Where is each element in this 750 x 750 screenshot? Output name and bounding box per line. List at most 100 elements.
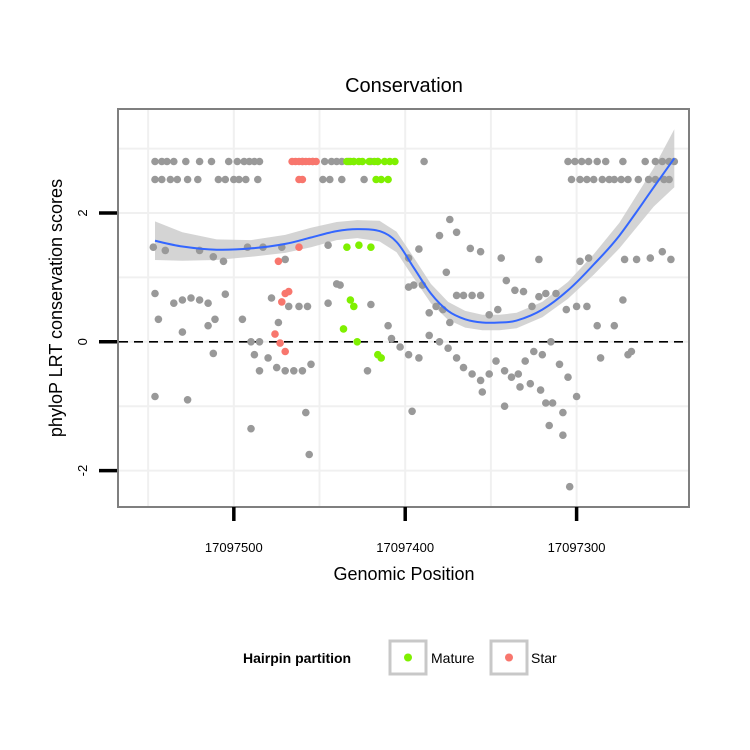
point-other [545, 421, 553, 430]
legend: Hairpin partition Mature Star [243, 639, 557, 676]
point-other [577, 157, 586, 166]
point-other [235, 175, 243, 184]
point-other [336, 281, 344, 289]
point-other [526, 379, 535, 388]
point-other [593, 157, 601, 166]
y-tick-label: -2 [75, 465, 90, 477]
point-other [290, 367, 298, 375]
grid-lines [119, 110, 688, 506]
point-other [632, 255, 641, 264]
point-other [542, 289, 550, 298]
point-other [564, 373, 572, 382]
x-axis: 17097500 17097400 17097300 [205, 507, 606, 555]
point-other [238, 315, 247, 324]
point-other [247, 338, 255, 346]
point-other [187, 294, 195, 302]
point-other [641, 157, 649, 166]
point-other [548, 399, 557, 407]
point-other [610, 321, 619, 330]
point-mature [367, 243, 375, 251]
point-other [596, 354, 605, 362]
chart-title: Conservation [345, 75, 463, 97]
point-other [644, 175, 653, 184]
point-other [559, 431, 567, 440]
point-other [396, 343, 404, 351]
point-other [564, 157, 572, 166]
point-other [576, 175, 584, 184]
point-other [502, 276, 511, 285]
point-other [360, 175, 368, 184]
point-other [219, 257, 228, 266]
point-other [211, 315, 219, 324]
legend-label-star: Star [531, 650, 557, 666]
point-other [665, 175, 673, 184]
point-other [634, 175, 643, 184]
point-other [221, 290, 230, 299]
point-other [408, 407, 416, 416]
legend-label-mature: Mature [431, 650, 475, 666]
point-other [230, 175, 238, 184]
point-other [468, 370, 476, 378]
point-other [425, 309, 434, 317]
point-other [221, 175, 230, 184]
point-other [415, 354, 423, 362]
point-other [559, 408, 567, 417]
point-other [452, 354, 461, 362]
point-other [158, 157, 166, 166]
point-other [511, 286, 519, 295]
point-other [466, 244, 475, 253]
point-other [593, 321, 601, 330]
point-mature [391, 157, 399, 166]
point-star [298, 175, 307, 184]
point-other [338, 175, 346, 184]
point-other [404, 350, 413, 359]
plot-panel [117, 108, 690, 508]
point-other [619, 157, 627, 166]
point-other [166, 175, 175, 184]
point-other [476, 291, 485, 300]
point-other [298, 367, 307, 375]
point-other [530, 347, 538, 356]
point-other [250, 350, 259, 359]
point-other [516, 383, 524, 391]
point-mature [374, 157, 382, 166]
point-other [194, 175, 202, 184]
point-mature [380, 157, 389, 166]
point-other [384, 321, 392, 330]
point-other [589, 175, 598, 184]
point-star [276, 339, 284, 347]
point-mature [346, 296, 355, 304]
point-other [435, 231, 444, 240]
point-other [183, 396, 192, 404]
point-other [476, 247, 485, 256]
point-other [182, 157, 190, 166]
point-other [555, 360, 564, 369]
point-other [571, 157, 579, 166]
point-other [363, 367, 372, 375]
point-other [624, 175, 632, 184]
point-other [459, 363, 468, 372]
point-other [209, 349, 218, 358]
x-tick-label: 17097300 [548, 540, 606, 555]
point-other [178, 328, 187, 336]
point-other [658, 247, 667, 256]
point-other [497, 254, 506, 262]
point-other [295, 302, 303, 311]
point-other [281, 255, 290, 264]
legend-title: Hairpin partition [243, 650, 351, 666]
point-other [247, 424, 255, 433]
x-tick-label: 17097400 [376, 540, 434, 555]
point-other [264, 354, 272, 362]
point-other [468, 291, 476, 300]
point-other [494, 305, 502, 314]
point-other [667, 255, 675, 264]
point-other [598, 175, 607, 184]
point-other [195, 296, 204, 304]
point-other [163, 157, 171, 166]
point-other [646, 254, 655, 262]
point-mature [365, 157, 374, 166]
x-axis-title: Genomic Position [333, 564, 474, 584]
data-points [149, 157, 679, 491]
panel-border [117, 108, 690, 508]
point-other [207, 157, 216, 166]
